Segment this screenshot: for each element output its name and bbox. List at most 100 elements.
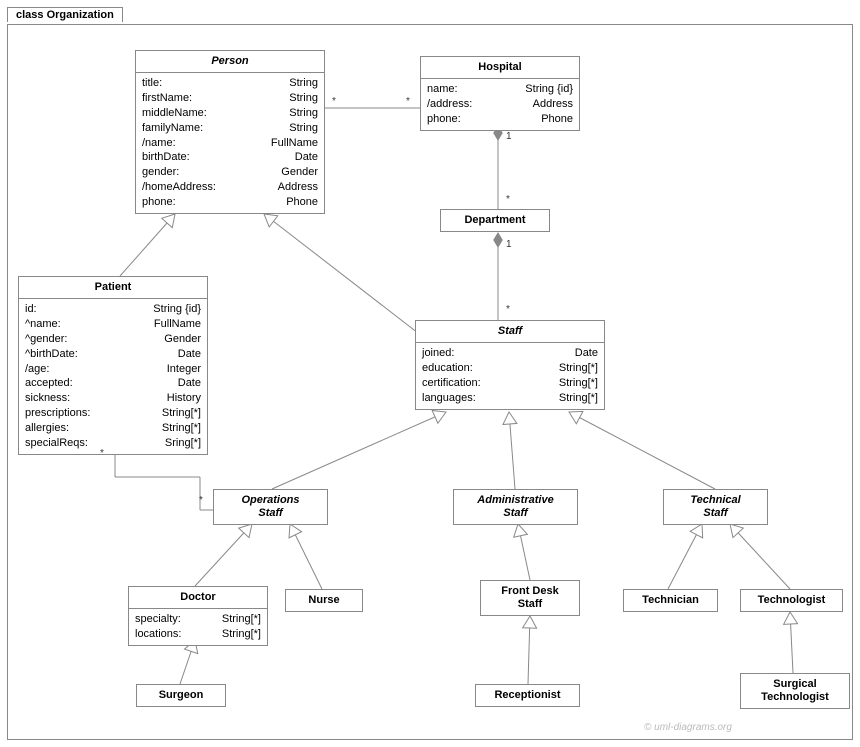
multiplicity-label: * — [506, 304, 510, 315]
watermark: © uml-diagrams.org — [644, 722, 732, 733]
class-title: Front Desk Staff — [481, 581, 579, 615]
attr-row: /address:Address — [427, 97, 573, 112]
attr-row: id:String {id} — [25, 302, 201, 317]
attr-name: birthDate: — [142, 150, 196, 165]
attr-row: /age:Integer — [25, 362, 201, 377]
attr-row: ^birthDate: Date — [25, 347, 201, 362]
attr-name: locations: — [135, 627, 187, 642]
attr-name: sickness: — [25, 391, 76, 406]
class-technologist: Technologist — [740, 589, 843, 612]
attr-name: gender: — [142, 165, 185, 180]
attr-row: allergies: String[*] — [25, 421, 201, 436]
attr-type: Sring[*] — [165, 436, 201, 451]
attr-row: sickness: History — [25, 391, 201, 406]
class-title: Hospital — [421, 57, 579, 79]
multiplicity-label: * — [199, 495, 203, 506]
attr-row: ^gender: Gender — [25, 332, 201, 347]
attr-name: allergies: — [25, 421, 75, 436]
attr-row: joined: Date — [422, 346, 598, 361]
attr-name: ^gender: — [25, 332, 73, 347]
class-attrs: specialty: String[*]locations:String[*] — [129, 609, 267, 645]
class-attrs: name: String {id}/address:Addressphone: Ph… — [421, 79, 579, 130]
package-label: class Organization — [16, 9, 114, 21]
attr-name: id: — [25, 302, 43, 317]
attr-name: education: — [422, 361, 479, 376]
attr-name: prescriptions: — [25, 406, 96, 421]
attr-type: Gender — [164, 332, 201, 347]
attr-type: Address — [533, 97, 573, 112]
attr-name: name: — [427, 82, 464, 97]
multiplicity-label: * — [100, 448, 104, 459]
class-title: Administrative Staff — [454, 490, 577, 524]
class-title: Surgeon — [137, 685, 225, 706]
attr-type: String[*] — [559, 361, 598, 376]
attr-type: Date — [575, 346, 598, 361]
attr-name: firstName: — [142, 91, 198, 106]
attr-name: certification: — [422, 376, 487, 391]
attr-type: History — [167, 391, 201, 406]
class-person: Persontitle:StringfirstName:Stringmiddle… — [135, 50, 325, 214]
package-tab: class Organization — [7, 7, 123, 22]
attr-row: middleName:String — [142, 106, 318, 121]
attr-row: familyName:String — [142, 121, 318, 136]
attr-row: /name:FullName — [142, 136, 318, 151]
attr-type: String — [289, 76, 318, 91]
class-title: Surgical Technologist — [741, 674, 849, 708]
attr-name: specialReqs: — [25, 436, 94, 451]
attr-row: accepted: Date — [25, 376, 201, 391]
attr-name: specialty: — [135, 612, 187, 627]
attr-name: ^birthDate: — [25, 347, 84, 362]
class-title: Operations Staff — [214, 490, 327, 524]
attr-name: ^name: — [25, 317, 67, 332]
attr-type: Date — [295, 150, 318, 165]
attr-row: prescriptions:String[*] — [25, 406, 201, 421]
attr-row: name: String {id} — [427, 82, 573, 97]
attr-name: joined: — [422, 346, 460, 361]
attr-row: locations:String[*] — [135, 627, 261, 642]
attr-name: phone: — [142, 195, 182, 210]
attr-row: title: String — [142, 76, 318, 91]
class-nurse: Nurse — [285, 589, 363, 612]
attr-type: String {id} — [525, 82, 573, 97]
class-technician: Technician — [623, 589, 718, 612]
class-surgeon: Surgeon — [136, 684, 226, 707]
multiplicity-label: 1 — [506, 239, 512, 250]
class-title: Technician — [624, 590, 717, 611]
attr-name: phone: — [427, 112, 467, 127]
attr-type: String[*] — [162, 421, 201, 436]
class-frontDeskStaff: Front Desk Staff — [480, 580, 580, 616]
attr-type: String[*] — [559, 376, 598, 391]
attr-name: /name: — [142, 136, 182, 151]
attr-type: Date — [178, 347, 201, 362]
attr-type: String[*] — [222, 612, 261, 627]
class-doctor: Doctorspecialty:String[*]locations:Strin… — [128, 586, 268, 646]
multiplicity-label: * — [332, 96, 336, 107]
attr-name: accepted: — [25, 376, 79, 391]
class-receptionist: Receptionist — [475, 684, 580, 707]
attr-type: Date — [178, 376, 201, 391]
multiplicity-label: 1 — [506, 131, 512, 142]
class-technicalStaff: Technical Staff — [663, 489, 768, 525]
class-attrs: title:StringfirstName:StringmiddleName:S… — [136, 73, 324, 213]
attr-type: Phone — [286, 195, 318, 210]
attr-name: /homeAddress: — [142, 180, 222, 195]
class-title: Receptionist — [476, 685, 579, 706]
attr-row: education: String[*] — [422, 361, 598, 376]
attr-row: phone: Phone — [142, 195, 318, 210]
attr-row: specialty: String[*] — [135, 612, 261, 627]
class-title: Patient — [19, 277, 207, 299]
attr-row: languages:String[*] — [422, 391, 598, 406]
uml-class-diagram: class Organization © uml-diagrams.org Pe… — [0, 0, 860, 747]
attr-type: Phone — [541, 112, 573, 127]
attr-row: firstName: String — [142, 91, 318, 106]
attr-row: specialReqs: Sring[*] — [25, 436, 201, 451]
attr-row: gender:Gender — [142, 165, 318, 180]
multiplicity-label: * — [406, 96, 410, 107]
attr-name: title: — [142, 76, 168, 91]
attr-row: /homeAddress: Address — [142, 180, 318, 195]
class-attrs: joined: Date education: String[*] certificat… — [416, 343, 604, 408]
attr-type: String — [289, 91, 318, 106]
attr-type: Address — [278, 180, 318, 195]
attr-row: phone: Phone — [427, 112, 573, 127]
class-staff: Staffjoined:Dateeducation:String[*]certi… — [415, 320, 605, 410]
